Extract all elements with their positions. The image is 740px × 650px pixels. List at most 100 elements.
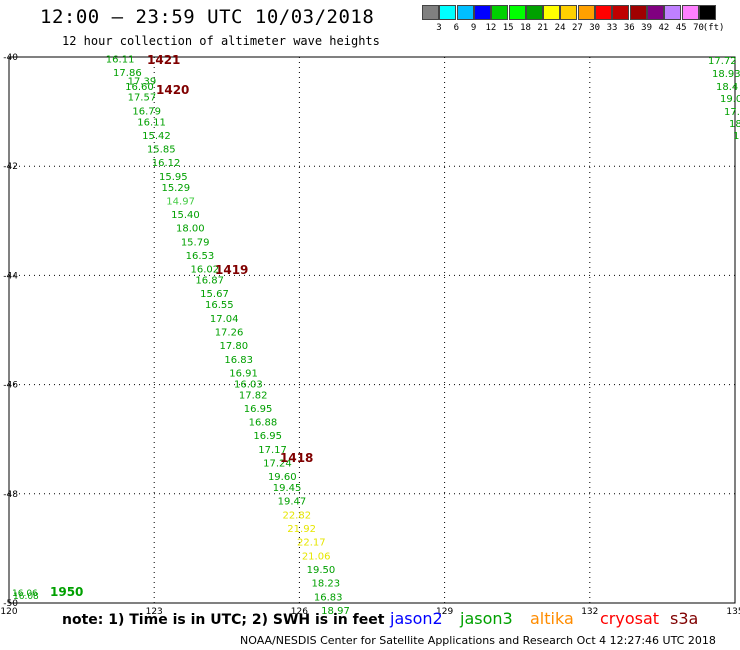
color-scale-label: 6 [453,23,459,33]
swh-value-label: 16.91 [229,368,258,379]
color-swatch [698,5,716,20]
legend-satellite-s3a: s3a [670,609,699,628]
legend-satellite-jason3: jason3 [460,609,513,628]
swh-value-label: 19.50 [307,565,336,576]
pass-time-label: 1420 [156,83,189,97]
swh-value-label: 17.80 [220,341,249,352]
swh-value-label: 17.26 [215,327,244,338]
x-tick-label: 129 [436,607,453,617]
color-scale-label: 30 [589,23,601,33]
y-tick-label: -42 [3,162,18,172]
x-tick-label: 126 [291,607,308,617]
swh-value-label: 16.87 [195,276,224,287]
x-tick-label: 123 [146,607,163,617]
y-tick-label: -46 [3,381,18,391]
page-subtitle: 12 hour collection of altimeter wave hei… [62,34,380,48]
color-swatch [543,5,561,20]
color-swatch [456,5,474,20]
swh-value-label: 16.11 [137,117,166,128]
swh-value-label: 16.55 [205,300,234,311]
swh-value-label: 16.83 [224,355,253,366]
swh-value-label: 16.03 [234,379,263,390]
y-tick-label: -50 [3,599,18,609]
x-tick-label: 120 [0,607,17,617]
swh-value-label: 16.11 [106,54,135,65]
color-swatch [595,5,612,20]
swh-value-label: 15.79 [181,237,210,248]
color-scale-label: 15 [502,23,514,33]
swh-value-label: 16.95 [253,431,282,442]
swh-value-label: 18.23 [312,579,341,590]
plot-frame [8,56,736,604]
color-scale-label: 33 [606,23,618,33]
swh-value-label: 16.83 [314,592,343,603]
color-swatch [422,5,439,20]
data-points: 16.1117.8617.3916.6017.5716.7916.1115.42… [12,53,740,617]
swh-value-label: 17.57 [128,93,157,104]
color-scale-label: 9 [470,23,477,33]
swh-value-label: 14.97 [166,196,195,207]
color-swatch [612,5,630,20]
color-scale-label: 70 [693,23,704,33]
legend-satellite-altika: altika [530,609,574,628]
swh-value-label: 18.97 [321,606,350,617]
swh-value-label: 21.06 [302,551,331,562]
color-swatch [646,5,664,20]
swh-value-label: 18 [729,119,740,130]
color-scale-label: 27 [571,23,583,33]
swh-value-label: 16.60 [125,82,154,93]
x-tick-label: 135 [726,607,740,617]
color-swatch [577,5,595,20]
swh-value-label: 22.17 [297,538,326,549]
swh-value-label: 15.29 [161,183,190,194]
color-swatch [525,5,543,20]
color-scale-unit: (ft) [702,23,725,33]
pass-time-label: 1421 [147,53,180,67]
swh-value-label: 18.00 [176,224,205,235]
swh-value-label: 18.4 [716,82,738,93]
swh-value-label: 15.42 [142,131,171,142]
swh-value-label: 17.82 [239,390,268,401]
color-swatch [439,5,457,20]
swh-value-label: 17. [724,107,740,118]
swh-value-label: 17.72 [708,56,737,67]
swh-value-label: 16.53 [186,251,215,262]
swh-value-label: 15.85 [147,145,176,156]
color-swatch [508,5,526,20]
swh-value-label: 16.79 [132,106,161,117]
color-swatch [473,5,491,20]
color-scale-label: 36 [623,23,635,33]
color-swatch [664,5,682,20]
swh-value-label: 15.40 [171,210,200,221]
color-scale-label: 24 [554,23,566,33]
swh-value-label: 16.95 [244,404,273,415]
swh-value-label: 19.60 [268,472,297,483]
color-scale-label: 45 [675,23,687,33]
legend-satellite-jason2: jason2 [390,609,443,628]
swh-value-label: 16.12 [152,158,181,169]
legend-note: note: 1) Time is in UTC; 2) SWH is in fe… [62,612,385,628]
swh-value-label: 21.92 [287,524,316,535]
swh-value-label: 19.45 [273,483,302,494]
swh-value-label: 17.04 [210,314,239,325]
pass-time-label: 1419 [215,263,248,277]
swh-value-label: 19.47 [278,497,307,508]
y-tick-label: -48 [3,490,18,500]
color-scale-label: 21 [537,23,549,33]
page-title: 12:00 — 23:59 UTC 10/03/2018 [40,6,375,28]
swh-value-label: 1 [733,131,739,142]
axis-ticks: 120 123 126 129 132 135 -40 -42 -44 -46 -48 -50 [0,53,740,617]
pass-time-label: 1950 [50,585,83,599]
color-swatch [681,5,699,20]
y-tick-label: -44 [3,271,18,281]
swh-value-label: 19.0 [720,94,740,105]
swh-value-label: 15.95 [159,172,188,183]
legend-satellite-cryosat: cryosat [600,609,660,628]
swh-value-label: 18.93 [712,69,740,80]
color-swatch [491,5,509,20]
color-swatch [560,5,578,20]
swh-value-label: 17.39 [128,76,157,87]
swh-value-label: 17.24 [263,459,292,470]
swh-value-label: 16.08 [13,592,39,602]
